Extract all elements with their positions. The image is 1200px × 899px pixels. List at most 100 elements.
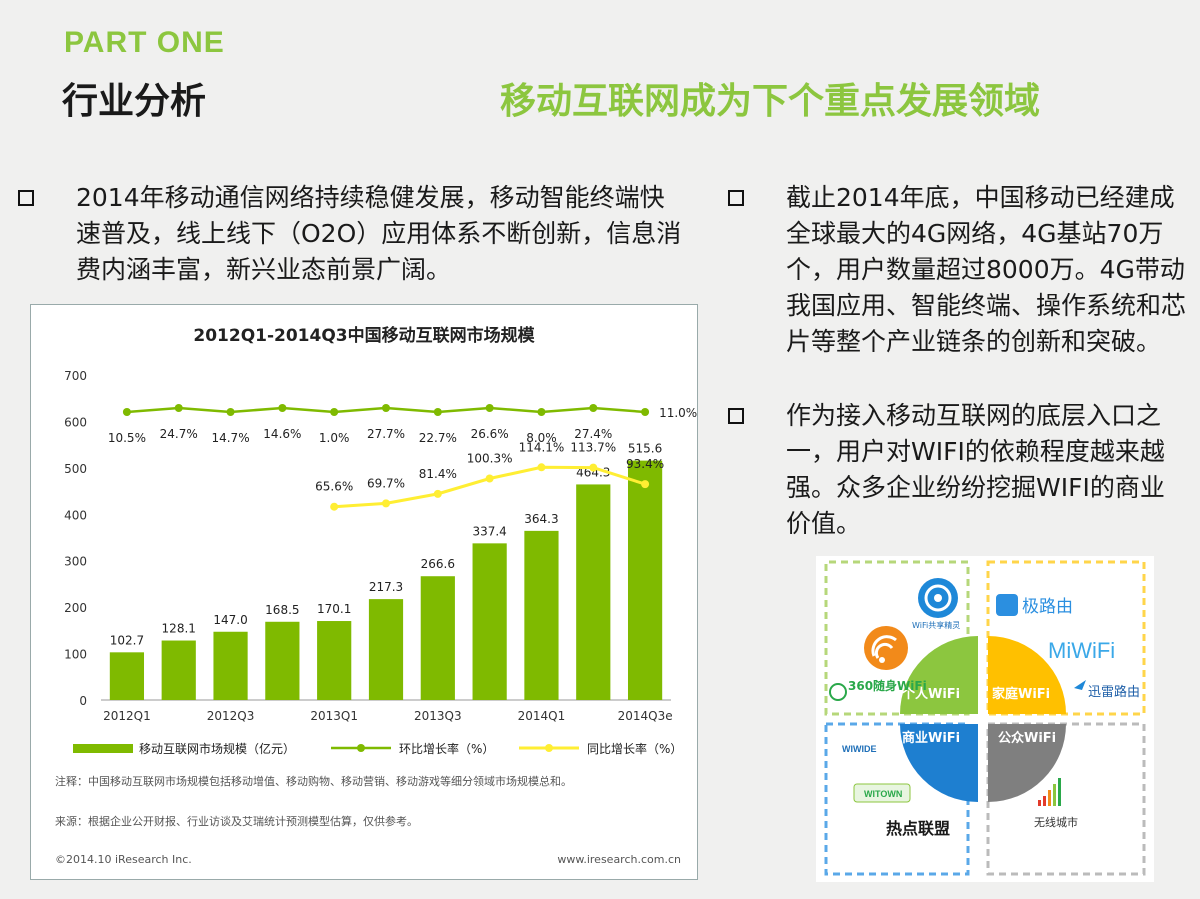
brand-xunlei-icon	[1074, 680, 1086, 690]
mom-growth-label: 10.5%	[108, 431, 146, 445]
yoy-growth-point	[330, 502, 339, 511]
brand-jiluyou-icon	[996, 594, 1018, 616]
yoy-growth-label: 69.7%	[367, 476, 405, 490]
yoy-growth-point	[589, 463, 598, 472]
x-tick-label: 2012Q3	[207, 709, 255, 723]
yoy-growth-point	[641, 480, 650, 489]
mom-growth-point	[485, 404, 494, 412]
mom-growth-point	[589, 404, 598, 412]
y-tick-label: 0	[79, 694, 87, 708]
y-tick-label: 700	[64, 369, 87, 383]
brand-360: 360随身WiFi	[848, 678, 927, 693]
bar-value-label: 128.1	[162, 622, 196, 636]
mom-growth-label: 22.7%	[419, 431, 457, 445]
home-quadrant	[988, 636, 1066, 714]
x-tick-label: 2013Q1	[310, 709, 358, 723]
bar	[524, 530, 559, 700]
quadrant-label-business: 商业WiFi	[902, 730, 960, 746]
y-tick-label: 500	[64, 462, 87, 476]
part-label: PART ONE	[64, 26, 225, 59]
wifi-diagram-svg: 个人WiFi 家庭WiFi 商业WiFi 公众WiFi WiFi共享精灵 360…	[824, 560, 1146, 876]
bar-value-label: 217.3	[369, 580, 403, 594]
mom-growth-point	[433, 408, 442, 416]
chart-website: www.iresearch.com.cn	[557, 853, 681, 866]
wifi-share-logo-icon	[918, 578, 958, 618]
brand-hotspot-alliance: 热点联盟	[886, 819, 950, 838]
mom-growth-label: 14.6%	[263, 427, 301, 441]
business-frame	[824, 722, 970, 876]
y-tick-label: 300	[64, 555, 87, 569]
yoy-growth-label: 65.6%	[315, 480, 353, 494]
legend-marker-yoy	[545, 744, 553, 752]
bar-value-label: 515.6	[628, 442, 662, 456]
legend-label-bar: 移动互联网市场规模（亿元）	[139, 741, 295, 756]
yoy-growth-label: 113.7%	[570, 441, 616, 455]
bar	[627, 460, 663, 700]
mom-growth-point	[226, 408, 235, 416]
brand-wifi-share: WiFi共享精灵	[912, 620, 960, 630]
mom-growth-point	[330, 408, 339, 416]
mom-growth-label: 27.7%	[367, 427, 405, 441]
public-quadrant	[988, 724, 1066, 802]
business-quadrant	[900, 724, 978, 802]
mom-growth-label: 14.7%	[211, 431, 249, 445]
yoy-growth-label: 93.4%	[626, 457, 664, 471]
mom-growth-point	[382, 404, 390, 412]
chart-title: 2012Q1-2014Q3中国移动互联网市场规模	[193, 325, 535, 346]
chart-note: 注释：中国移动互联网市场规模包括移动增值、移动购物、移动营销、移动游戏等细分领域…	[55, 774, 572, 788]
yoy-growth-point	[537, 463, 546, 472]
x-tick-label: 2014Q1	[518, 709, 566, 723]
market-size-chart: 2012Q1-2014Q3中国移动互联网市场规模 0 100 200 300 400 500…	[30, 304, 698, 880]
bar	[213, 631, 248, 700]
bullet-text: 作为接入移动互联网的底层入口之一，用户对WIFI的依赖程度越来越强。众多企业纷纷…	[786, 401, 1165, 538]
mom-growth-point	[174, 404, 183, 412]
legend-label-yoy: 同比增长率（%）	[587, 741, 682, 756]
yoy-growth-label: 81.4%	[419, 467, 457, 481]
brand-jiluyou: 极路由	[1022, 597, 1073, 617]
mom-growth-label: 1.0%	[319, 431, 350, 445]
checkbox-bullet-icon	[18, 190, 34, 206]
public-frame	[986, 722, 1146, 876]
mom-growth-label: 27.4%	[574, 427, 612, 441]
wireless-city-signal-icon	[1038, 778, 1061, 806]
bullet-text: 2014年移动通信网络持续稳健发展，移动智能终端快速普及，线上线下（O2O）应用…	[76, 183, 682, 284]
brand-wiwide: WIWIDE	[842, 744, 877, 754]
bar-value-label: 337.4	[472, 524, 506, 538]
yoy-growth-point	[433, 489, 442, 498]
y-tick-label: 100	[64, 648, 87, 662]
yoy-growth-point	[485, 474, 494, 483]
bar	[420, 576, 455, 700]
checkbox-bullet-icon	[728, 190, 744, 206]
bar-value-label: 170.1	[317, 602, 351, 616]
bar-value-label: 102.7	[110, 633, 144, 647]
wifi-orange-logo-icon	[864, 626, 908, 670]
mom-growth-point	[641, 408, 650, 416]
quadrant-label-public: 公众WiFi	[998, 730, 1056, 746]
bar-value-label: 168.5	[265, 603, 299, 617]
personal-quadrant	[900, 636, 978, 714]
y-tick-label: 200	[64, 601, 87, 615]
x-tick-label: 2014Q3e	[618, 709, 673, 723]
checkbox-bullet-icon	[728, 408, 744, 424]
brand-miwifi: MiWiFi	[1048, 638, 1115, 663]
mom-growth-point	[537, 408, 546, 416]
mom-growth-point	[122, 408, 131, 416]
brand-witown-badge-icon	[853, 783, 911, 803]
mom-growth-label: 24.7%	[160, 427, 198, 441]
x-tick-label: 2012Q1	[103, 709, 151, 723]
bar	[368, 599, 404, 700]
bar-value-label: 364.3	[524, 512, 558, 526]
legend-swatch-bar	[73, 744, 133, 753]
chart-svg: 2012Q1-2014Q3中国移动互联网市场规模 0 100 200 300 400 500…	[55, 325, 697, 866]
y-tick-label: 400	[64, 508, 87, 522]
chart-source: 来源：根据企业公开财报、行业访谈及艾瑞统计预测模型估算，仅供参考。	[55, 814, 418, 828]
legend-label-mom: 环比增长率（%）	[399, 741, 494, 756]
chart-copyright: ©2014.10 iResearch Inc.	[55, 853, 192, 866]
bar-value-label: 266.6	[421, 557, 455, 571]
yoy-growth-point	[382, 499, 390, 508]
mom-growth-point	[278, 404, 287, 412]
legend-marker-mom	[357, 744, 365, 752]
quadrant-label-home: 家庭WiFi	[992, 686, 1050, 702]
brand-xunlei: 迅雷路由	[1088, 684, 1140, 700]
yoy-growth-label: 100.3%	[467, 452, 513, 466]
